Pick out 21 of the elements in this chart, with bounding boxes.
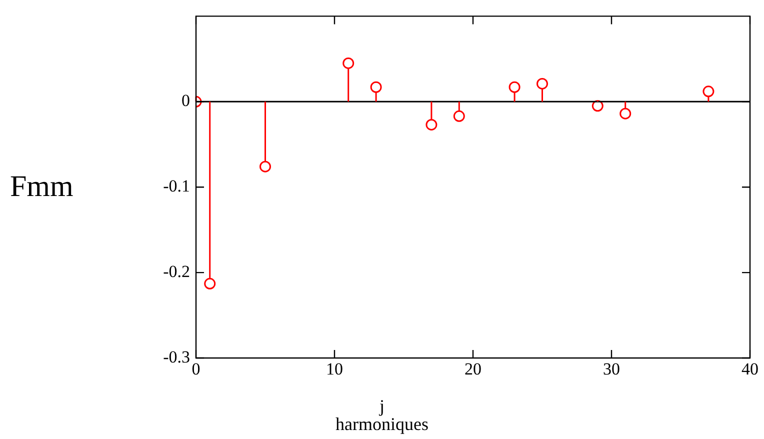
point: [370, 81, 382, 93]
point: [620, 108, 632, 120]
x-tick-label: 20: [464, 360, 482, 379]
y-axis-title: Fmm: [10, 170, 74, 204]
y-tick-label: -0.2: [163, 262, 190, 282]
y-tick-label: 0: [182, 91, 190, 110]
point: [426, 118, 438, 130]
point: [342, 57, 354, 69]
point: [204, 278, 216, 290]
y-tick-label: -0.3: [163, 347, 190, 366]
x-tick-label: 40: [742, 360, 758, 379]
x-tick-label: 10: [326, 360, 343, 379]
point: [453, 110, 465, 122]
x-axis-title: j: [378, 396, 386, 416]
point: [508, 81, 520, 93]
point: [592, 100, 604, 112]
point: [536, 78, 548, 90]
point: [702, 86, 714, 98]
y-tick-label: -0.1: [163, 176, 190, 196]
point: [260, 160, 271, 172]
x-tick-label: 30: [603, 360, 620, 379]
